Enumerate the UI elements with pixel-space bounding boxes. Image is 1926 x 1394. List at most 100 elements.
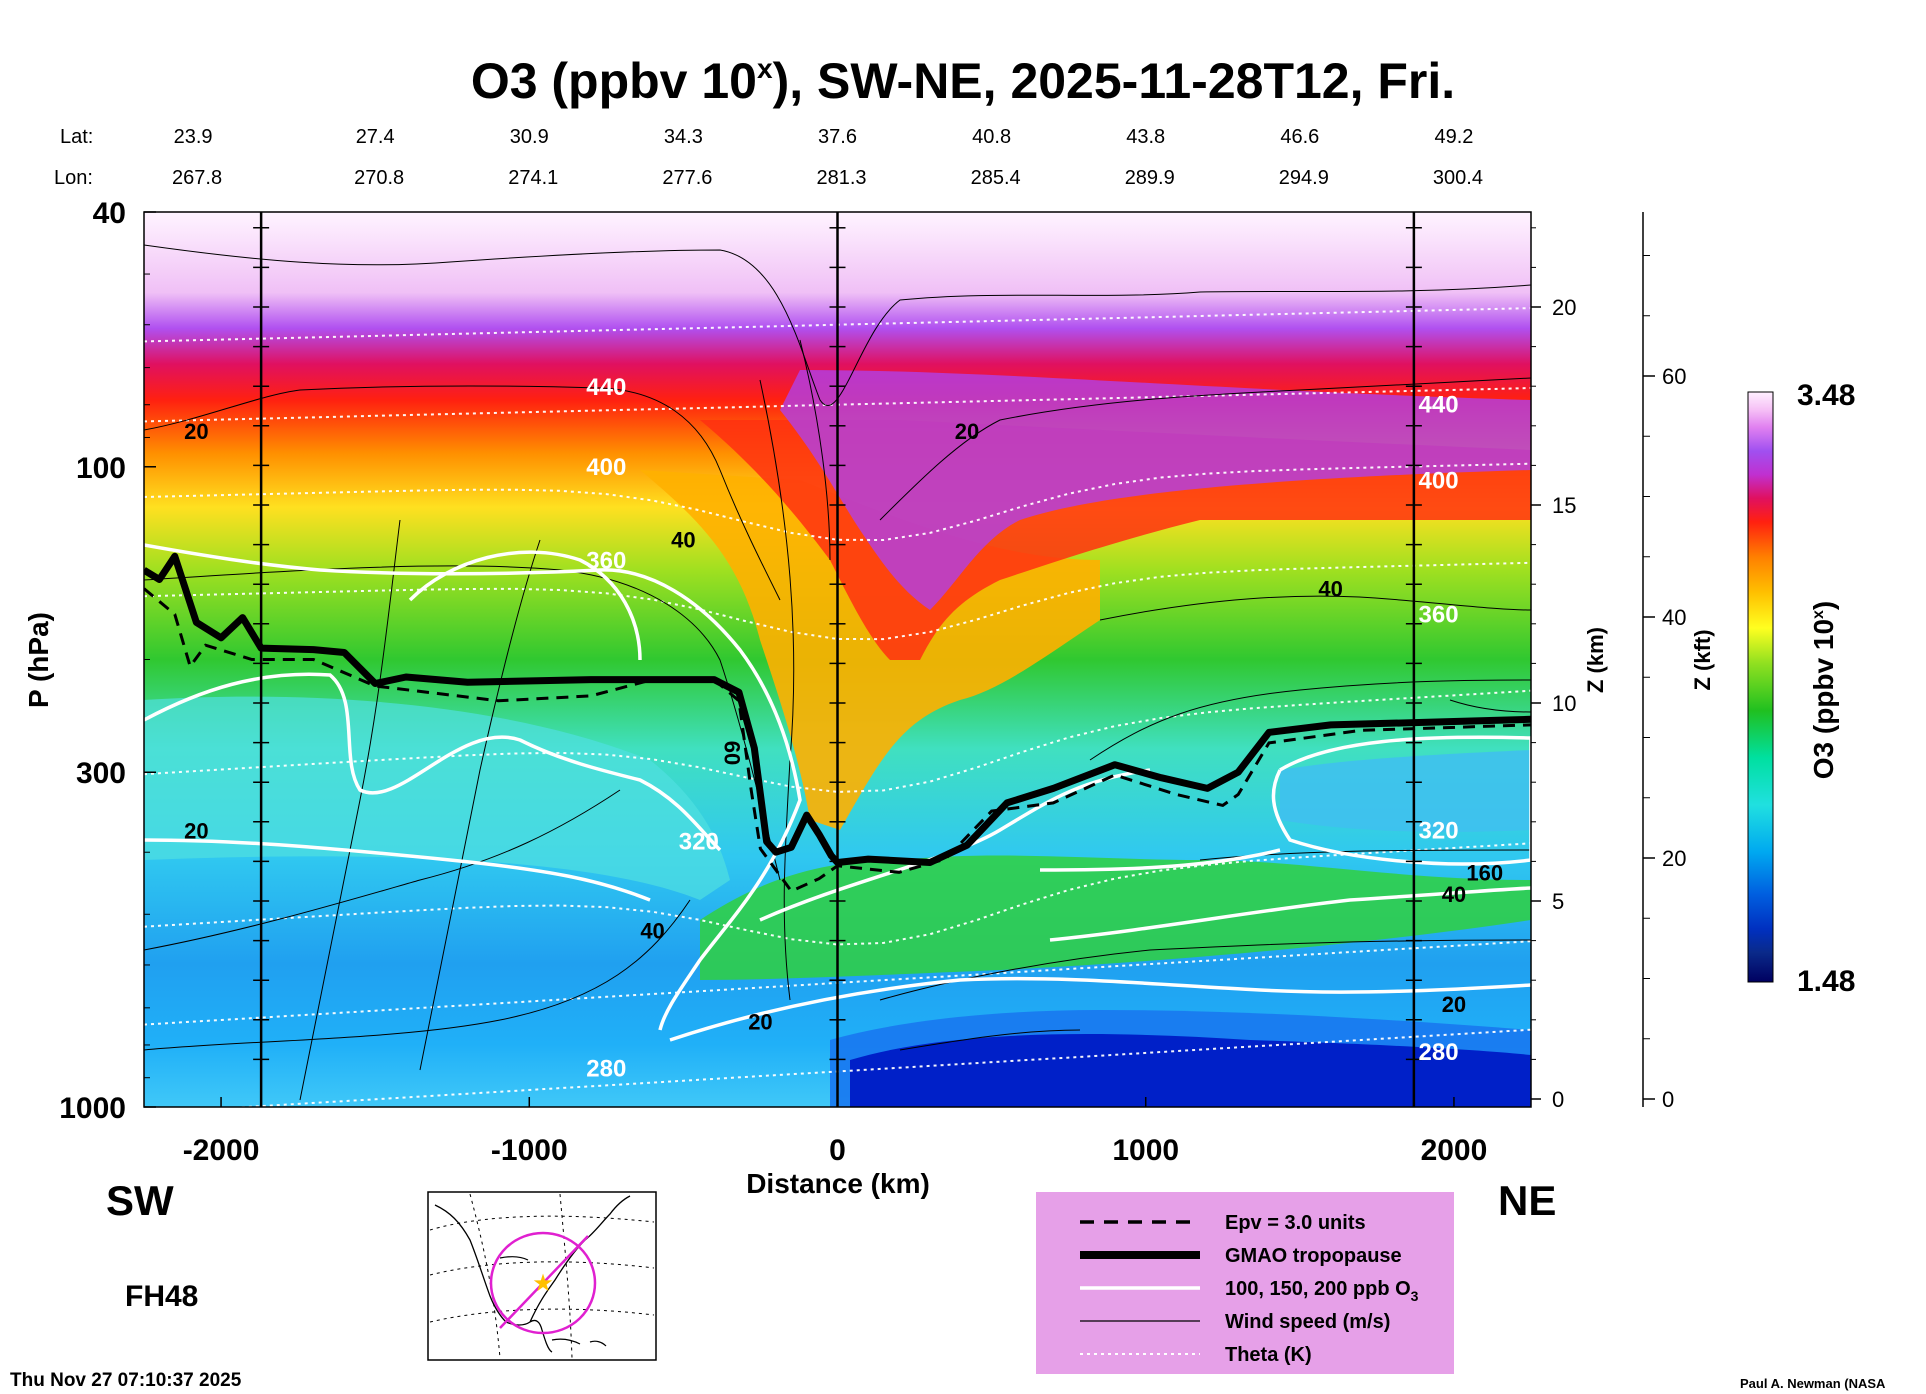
tropopause-line: [144, 552, 1531, 866]
wind-speed-label: 20: [184, 819, 208, 844]
map-gridline: [469, 1193, 501, 1359]
theta-label: 320: [679, 829, 719, 856]
ozone-lower-cyan-sw: [144, 696, 730, 900]
wind-speed-label: 40: [1318, 577, 1342, 602]
theta-contour: [144, 842, 1531, 946]
lat-value: 23.9: [174, 126, 213, 148]
legend-item: Theta (K): [1080, 1344, 1312, 1366]
x-tick-label: -1000: [491, 1134, 568, 1167]
ozone-ppb-contour: [1049, 886, 1531, 942]
station-vertical-lines: [253, 212, 1422, 1107]
z-km-tick-label: 10: [1552, 691, 1576, 716]
legend-label: Theta (K): [1225, 1344, 1312, 1366]
theta-label: 440: [586, 374, 626, 401]
lat-value: 34.3: [664, 126, 703, 148]
lat-value: 30.9: [510, 126, 549, 148]
ozone-ppb-contour: [1039, 848, 1281, 872]
z-km-tick-label: 15: [1552, 493, 1576, 518]
contour-labels: 440 400 360 320 280 440 400 360 320 280 20 40 20 40 60…: [184, 374, 1503, 1082]
map-gridline: [429, 1215, 655, 1231]
theta-label: 400: [1419, 467, 1459, 494]
z-km-tick-label: 20: [1552, 295, 1576, 320]
legend: Epv = 3.0 units GMAO tropopause 100, 150, …: [1036, 1192, 1454, 1374]
legend-item: GMAO tropopause: [1080, 1245, 1402, 1267]
z-kft-axis-label: Z (kft): [1690, 629, 1715, 690]
wind-speed-label: 20: [748, 1009, 772, 1034]
wind-speed-contour: [144, 899, 691, 1051]
ozone-ppb-contour: [759, 768, 1151, 922]
legend-item: Epv = 3.0 units: [1080, 1212, 1366, 1234]
z-kft-tick-label: 60: [1662, 364, 1686, 389]
forecast-hour-label: FH48: [125, 1280, 198, 1313]
lon-value: 281.3: [816, 167, 866, 189]
inset-map: ★: [427, 1191, 657, 1361]
x-tick-label: 0: [829, 1134, 846, 1167]
z-km-tick-label: 0: [1552, 1087, 1564, 1112]
wind-speed-label: 20: [955, 419, 979, 444]
credit: Paul A. Newman (NASA: [1740, 1376, 1886, 1391]
ne-label: NE: [1498, 1177, 1556, 1224]
colorbar-min-label: 1.48: [1797, 965, 1855, 998]
y-axis-z-km: 0 5 10 15 20: [1531, 227, 1576, 1112]
wind-speed-contour: [1449, 699, 1531, 713]
theta-label: 360: [586, 547, 626, 574]
wind-speed-contour: [144, 789, 621, 951]
wind-speed-label: 20: [1442, 992, 1466, 1017]
x-tick-label: 1000: [1112, 1134, 1179, 1167]
theta-label: 280: [1419, 1039, 1459, 1066]
longitude-row: 267.8 270.8 274.1 277.6 281.3 285.4 289.9 294.9…: [172, 167, 1483, 189]
y-tick-label: 1000: [59, 1092, 126, 1125]
wind-speed-contour: [144, 244, 1531, 406]
wind-speed-contour: [1099, 595, 1531, 621]
y-tick-label: 100: [76, 452, 126, 485]
ozone-ppb-contour: [144, 672, 722, 852]
legend-item: 100, 150, 200 ppb O3: [1080, 1278, 1419, 1304]
map-islands: [499, 1256, 607, 1347]
z-kft-tick-label: 20: [1662, 846, 1686, 871]
epv-contour: [144, 587, 1531, 893]
lat-value: 46.6: [1280, 126, 1319, 148]
colorbar-max-label: 3.48: [1797, 379, 1855, 412]
theta-contour: [144, 689, 1531, 793]
wind-speed-contour: [419, 539, 541, 1071]
lon-value: 294.9: [1279, 167, 1329, 189]
wind-speed-contour: [144, 385, 781, 601]
z-km-axis-label: Z (km): [1583, 627, 1608, 693]
theta-contour: [144, 561, 1531, 641]
map-gridline: [429, 1261, 655, 1276]
ozone-cyan-ne: [1280, 750, 1531, 832]
epv-line: [144, 587, 1531, 893]
timestamp: Thu Nov 27 07:10:37 2025: [10, 1370, 242, 1391]
lon-value: 270.8: [354, 167, 404, 189]
ozone-ppb-contour: [408, 550, 642, 661]
ozone-ppb-contour: [1271, 735, 1531, 866]
ozone-ppb-contour: [144, 838, 651, 902]
legend-label: GMAO tropopause: [1225, 1245, 1402, 1267]
lon-value: 289.9: [1125, 167, 1175, 189]
ozone-100-150-200-contours: [144, 543, 1531, 1042]
map-range-circle: [489, 1231, 597, 1335]
y-axis-label: P (hPa): [23, 612, 54, 708]
x-tick-label: 2000: [1421, 1134, 1488, 1167]
theta-label: 440: [1419, 392, 1459, 419]
theta-label: 400: [586, 454, 626, 481]
ozone-mid-green: [700, 855, 1531, 980]
sw-label: SW: [106, 1177, 174, 1224]
wind-speed-contour: [759, 379, 795, 1001]
z-km-tick-label: 5: [1552, 889, 1564, 914]
theta-label: 280: [586, 1055, 626, 1082]
wind-speed-label: 40: [640, 918, 664, 943]
wind-speed-contour: [879, 377, 1531, 521]
ozone-intrusion-magenta: [780, 370, 1531, 610]
latitude-row: 23.9 27.4 30.9 34.3 37.6 40.8 43.8 46.6 49.2: [174, 126, 1474, 148]
map-center-star-icon: ★: [532, 1270, 554, 1297]
wind-speed-contour: [1089, 679, 1531, 761]
colorbar-title: O3 (ppbv 10x): [1808, 601, 1839, 780]
lat-value: 27.4: [356, 126, 395, 148]
wind-speed-label: 40: [1442, 882, 1466, 907]
y-tick-label: 300: [76, 757, 126, 790]
wind-speed-label: 40: [671, 528, 695, 553]
theta-contour: [144, 462, 1531, 542]
x-tick-label: -2000: [183, 1134, 260, 1167]
